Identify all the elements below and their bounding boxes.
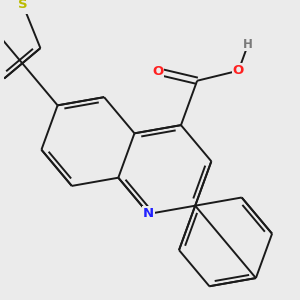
Text: N: N (143, 207, 154, 220)
Text: S: S (18, 0, 28, 11)
Text: O: O (152, 65, 164, 78)
Text: O: O (233, 64, 244, 77)
Text: H: H (243, 38, 253, 50)
